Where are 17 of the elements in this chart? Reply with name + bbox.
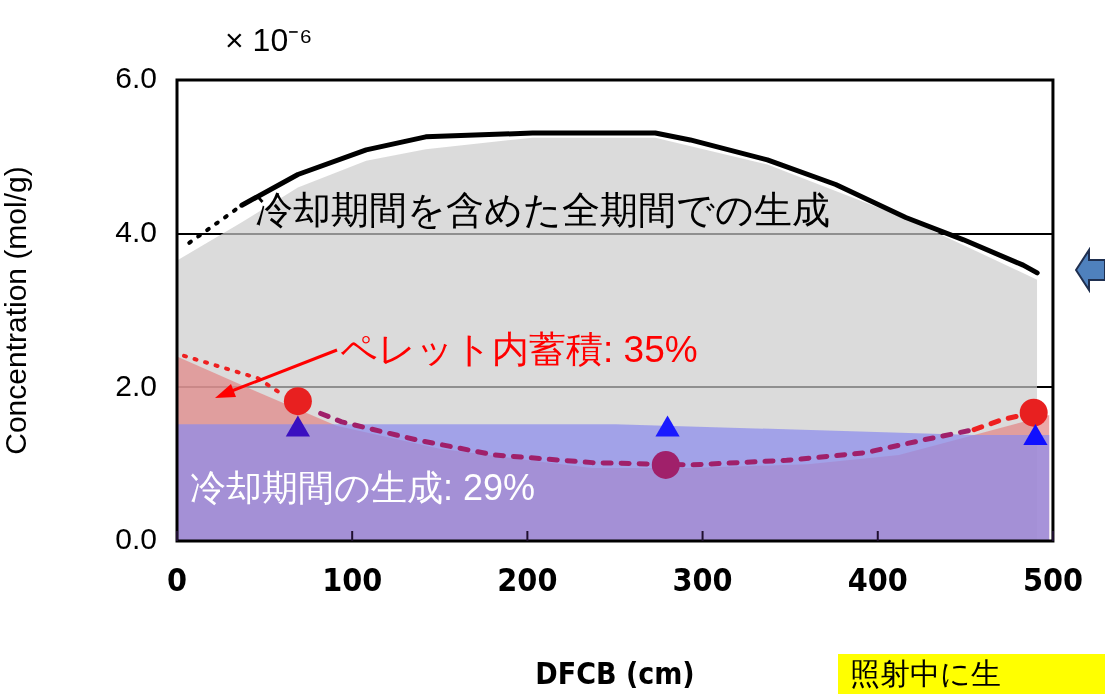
annotation: ペレット内蓄積: 35% xyxy=(340,329,698,371)
x-tick-label: 200 xyxy=(497,560,558,599)
y-axis-title: Concentration (mol/g) xyxy=(0,166,33,455)
text: 照射中に生 xyxy=(838,654,1105,694)
x-axis-title: DFCB (cm) xyxy=(535,655,695,691)
x-tick-label: 400 xyxy=(847,560,908,599)
x-tick-label: 0 xyxy=(166,560,188,599)
y-tick-label: 6.0 xyxy=(115,61,157,95)
text: × 10⁻⁶ xyxy=(225,21,313,58)
y-tick-label: 2.0 xyxy=(115,368,157,402)
y-tick-label: 4.0 xyxy=(115,214,157,248)
x-tick-label: 300 xyxy=(672,560,733,599)
x-tick-label: 100 xyxy=(322,560,383,599)
annotation: 冷却期間を含めた全期間での生成 xyxy=(255,189,830,232)
x-tick-label: 500 xyxy=(1022,560,1083,599)
y-tick-label: 0.0 xyxy=(115,522,157,556)
annotation: 冷却期間の生成: 29% xyxy=(190,466,536,508)
